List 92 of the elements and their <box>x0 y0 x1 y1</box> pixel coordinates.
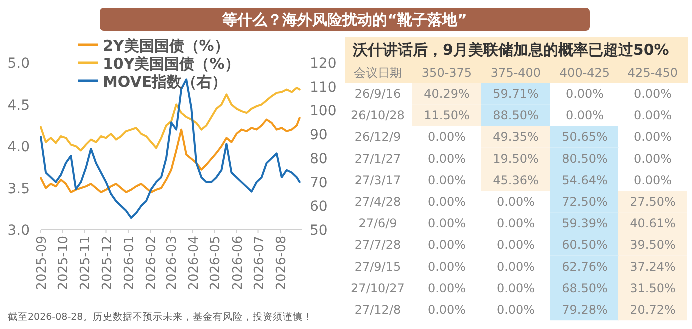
legend-label: 2Y美国国债（%） <box>103 37 230 55</box>
data-label: 31.50% <box>630 281 676 296</box>
data-label: 0.00% <box>428 260 466 274</box>
y2-tick-label: 50 <box>310 223 328 239</box>
data-label: 59.71% <box>493 87 539 101</box>
data-label: 54.64% <box>562 173 608 188</box>
data-label: 20.72% <box>630 303 676 317</box>
y-tick-label: 27/7/28 <box>354 238 402 252</box>
x-tick-label: 2026-03 <box>164 236 180 290</box>
x-tick-label: 2026-06 <box>230 236 246 290</box>
x-tick-label: 425-450 <box>628 66 678 80</box>
x-tick-label: 2026-05 <box>208 236 224 290</box>
y-axis-title: 会议日期 <box>354 66 402 80</box>
data-label: 0.00% <box>496 260 536 274</box>
data-label: 0.00% <box>634 130 672 144</box>
y-tick-label: 26/10/28 <box>351 108 405 123</box>
data-label: 0.00% <box>428 130 466 144</box>
y2-tick-label: 110 <box>310 80 337 96</box>
y-tick-label: 5.0 <box>8 56 30 72</box>
x-tick-label: 2026-07 <box>252 236 268 290</box>
x-tick-label: 350-375 <box>422 66 472 80</box>
data-label: 0.00% <box>428 152 466 166</box>
data-label: 59.39% <box>562 216 608 231</box>
data-label: 0.00% <box>496 216 536 231</box>
data-label: 88.50% <box>493 108 539 123</box>
data-label: 0.00% <box>428 238 466 252</box>
x-tick-label: 2025-12 <box>100 236 116 290</box>
y-tick-label: 27/1/27 <box>354 152 402 166</box>
x-tick-label: 2025-10 <box>56 236 72 290</box>
x-tick-label: 2026-02 <box>144 236 160 290</box>
data-label: 11.50% <box>424 108 470 123</box>
y-tick-label: 27/9/15 <box>354 260 402 274</box>
data-label: 0.00% <box>634 173 672 188</box>
data-label: 79.28% <box>562 303 608 317</box>
data-label: 0.00% <box>428 195 466 209</box>
data-label: 0.00% <box>428 216 466 231</box>
y2-tick-label: 120 <box>310 56 337 72</box>
y-tick-label: 4.5 <box>8 98 30 114</box>
data-label: 50.65% <box>562 130 608 144</box>
y2-tick-label: 60 <box>310 199 328 216</box>
y-tick-label: 27/4/28 <box>354 195 402 209</box>
data-label: 62.76% <box>562 260 608 274</box>
x-tick-label: 400-425 <box>560 66 610 80</box>
data-label: 0.00% <box>496 195 536 209</box>
data-label: 72.50% <box>562 195 608 209</box>
data-label: 0.00% <box>496 281 536 296</box>
y2-tick-label: 90 <box>310 128 328 144</box>
data-label: 49.35% <box>493 130 539 144</box>
data-label: 60.50% <box>562 238 608 252</box>
text: 等什么？海外风险扰动的“靴子落地” <box>222 11 468 29</box>
x-tick-label: 2026-08 <box>274 236 290 290</box>
y-tick-label: 3.0 <box>8 223 30 239</box>
data-label: 0.00% <box>634 152 672 166</box>
data-label: 68.50% <box>562 281 608 296</box>
data-label: 0.00% <box>566 87 604 101</box>
data-label: 0.00% <box>428 281 466 296</box>
y-tick-label: 27/3/17 <box>354 173 402 188</box>
line-series <box>40 117 301 194</box>
data-label: 39.50% <box>630 238 676 252</box>
y-tick-label: 26/12/9 <box>354 130 402 144</box>
y-tick-label: 27/6/9 <box>358 216 398 231</box>
y2-tick-label: 100 <box>310 104 337 120</box>
y2-tick-label: 80 <box>310 151 328 168</box>
data-label: 27.50% <box>630 195 676 209</box>
x-tick-label: 2026-04 <box>187 236 202 290</box>
data-label: 0.00% <box>428 173 466 188</box>
data-label: 0.00% <box>428 303 466 317</box>
x-tick-label: 2025-11 <box>78 236 94 290</box>
y-tick-label: 26/9/16 <box>354 87 402 101</box>
y-tick-label: 4.0 <box>8 140 30 156</box>
chart-title: 沃什讲话后，9月美联储加息的概率已超过50% <box>352 41 670 59</box>
data-label: 40.61% <box>630 216 676 231</box>
y-tick-label: 3.5 <box>8 181 30 198</box>
x-tick-label: 375-400 <box>490 66 542 80</box>
data-label: 19.50% <box>493 152 539 166</box>
data-label: 0.00% <box>634 87 672 101</box>
data-label: 0.00% <box>634 108 672 123</box>
x-tick-label: 2026-01 <box>122 236 138 290</box>
legend-label: MOVE指数（右） <box>103 73 228 91</box>
y-tick-label: 27/10/27 <box>351 281 405 296</box>
text: 截至2026-08-28。历史数据不预示未来，基金有风险，投资须谨慎！ <box>8 311 314 323</box>
y2-tick-label: 70 <box>310 175 328 192</box>
y-tick-label: 27/12/8 <box>354 303 402 317</box>
data-label: 37.24% <box>630 260 676 274</box>
legend-label: 10Y美国国债（%） <box>103 55 240 73</box>
data-label: 0.00% <box>566 108 604 123</box>
x-tick-label: 2025-09 <box>35 236 50 290</box>
data-label: 0.00% <box>496 303 536 317</box>
data-label: 45.36% <box>493 173 539 188</box>
data-label: 40.29% <box>424 87 470 101</box>
data-label: 0.00% <box>496 238 536 252</box>
data-label: 80.50% <box>562 152 608 166</box>
